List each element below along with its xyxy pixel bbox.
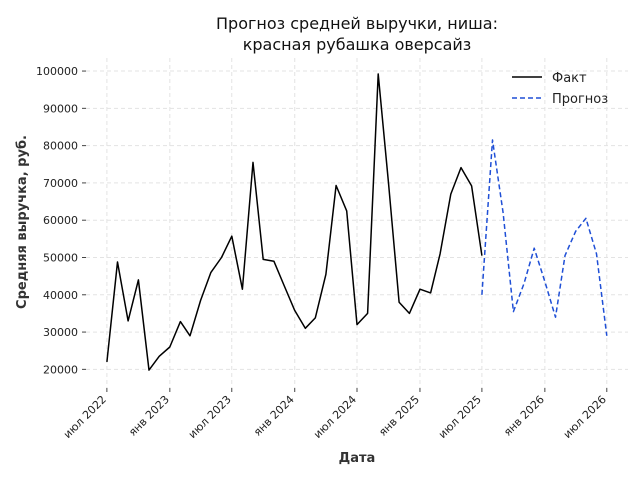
series-line-fact (106, 73, 483, 371)
x-tick-label: июл 2023 (186, 393, 234, 441)
series-line-forecast (481, 139, 608, 336)
x-tick-label: янв 2024 (251, 393, 297, 439)
y-tick-label: 50000 (43, 251, 78, 264)
legend: Факт Прогноз (512, 71, 608, 107)
x-tick-label: июл 2025 (436, 393, 484, 441)
chart-title-line-1: Прогноз средней выручки, ниша: (216, 14, 498, 33)
x-tick-label: янв 2026 (501, 393, 547, 439)
y-tick-label: 100000 (36, 65, 78, 78)
y-axis: 20000 30000 40000 50000 60000 70000 80000 90000… (36, 65, 86, 376)
y-tick-label: 40000 (43, 289, 78, 302)
x-axis-title: Дата (339, 451, 376, 466)
x-tick-label: июл 2022 (61, 393, 109, 441)
x-tick-label: июл 2026 (561, 393, 609, 441)
y-tick-label: 70000 (43, 177, 78, 190)
x-axis: июл 2022 янв 2023 июл 2023 янв 2024 июл 2024… (61, 388, 609, 441)
y-tick-label: 60000 (43, 214, 78, 227)
plot-series (106, 73, 608, 371)
x-tick-label: янв 2025 (376, 393, 422, 439)
y-tick-label: 20000 (43, 363, 78, 376)
y-tick-label: 90000 (43, 102, 78, 115)
legend-label-fact: Факт (552, 71, 587, 86)
y-axis-title: Средняя выручка, руб. (15, 135, 30, 309)
chart-title-line-2: красная рубашка оверсайз (243, 35, 472, 54)
y-tick-label: 80000 (43, 140, 78, 153)
legend-label-forecast: Прогноз (552, 92, 608, 107)
x-tick-label: июл 2024 (311, 393, 359, 441)
x-tick-label: янв 2023 (126, 393, 172, 439)
grid-lines (86, 58, 628, 388)
y-tick-label: 30000 (43, 326, 78, 339)
